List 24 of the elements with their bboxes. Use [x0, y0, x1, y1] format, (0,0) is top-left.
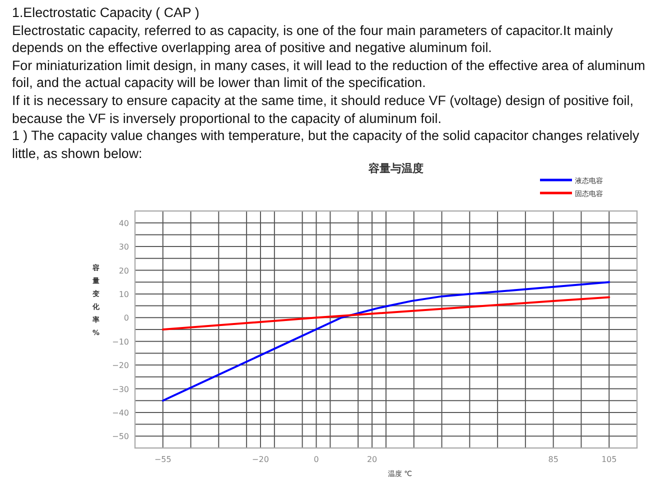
y-tick-label: −10	[112, 337, 129, 346]
text: 1.Electrostatic Capacity ( CAP )	[12, 4, 200, 22]
x-tick-label: −20	[252, 455, 269, 464]
line-series	[162, 281, 610, 402]
x-tick-label: 85	[548, 455, 558, 464]
text: If it is necessary to ensure capacity at the same time, it should reduce VF (voltage) design of positive foil, because the VF is inversely proportional to the capacity of aluminum foil.	[12, 92, 634, 128]
y-tick-label: −50	[112, 432, 129, 442]
x-tick-label: 0	[314, 455, 319, 464]
text: Electrostatic capacity, referred to as capacity, is one of the four main parameters of capacitor.It mainly depends on the effective overlapping area of positive and negative aluminum foil.	[12, 22, 614, 57]
y-tick-label: 40	[118, 218, 129, 228]
text: For miniaturization limit design, in many cases, it will lead to the reduction of the effective area of aluminum foil, and the actual capacity will be lower than limit of the specification.	[12, 56, 646, 92]
y-tick-label: 30	[118, 242, 129, 252]
y-tick-label: −40	[112, 408, 129, 418]
y-tick-label: 10	[118, 290, 129, 299]
x-tick-label: 20	[366, 455, 378, 464]
chart-title: 容量与温度	[368, 162, 424, 175]
y-tick-label: 0	[124, 314, 129, 323]
text: 1 ) The capacity value changes with temperature, but the capacity of the solid capacitor changes relatively little, as shown below:	[12, 127, 640, 162]
line-series	[162, 296, 610, 330]
y-tick-label: −30	[112, 384, 129, 394]
y-tick-label: −20	[112, 361, 129, 370]
x-tick-label: −55	[154, 455, 172, 464]
x-tick-label: 105	[601, 455, 617, 464]
y-tick-label: 20	[118, 266, 129, 276]
